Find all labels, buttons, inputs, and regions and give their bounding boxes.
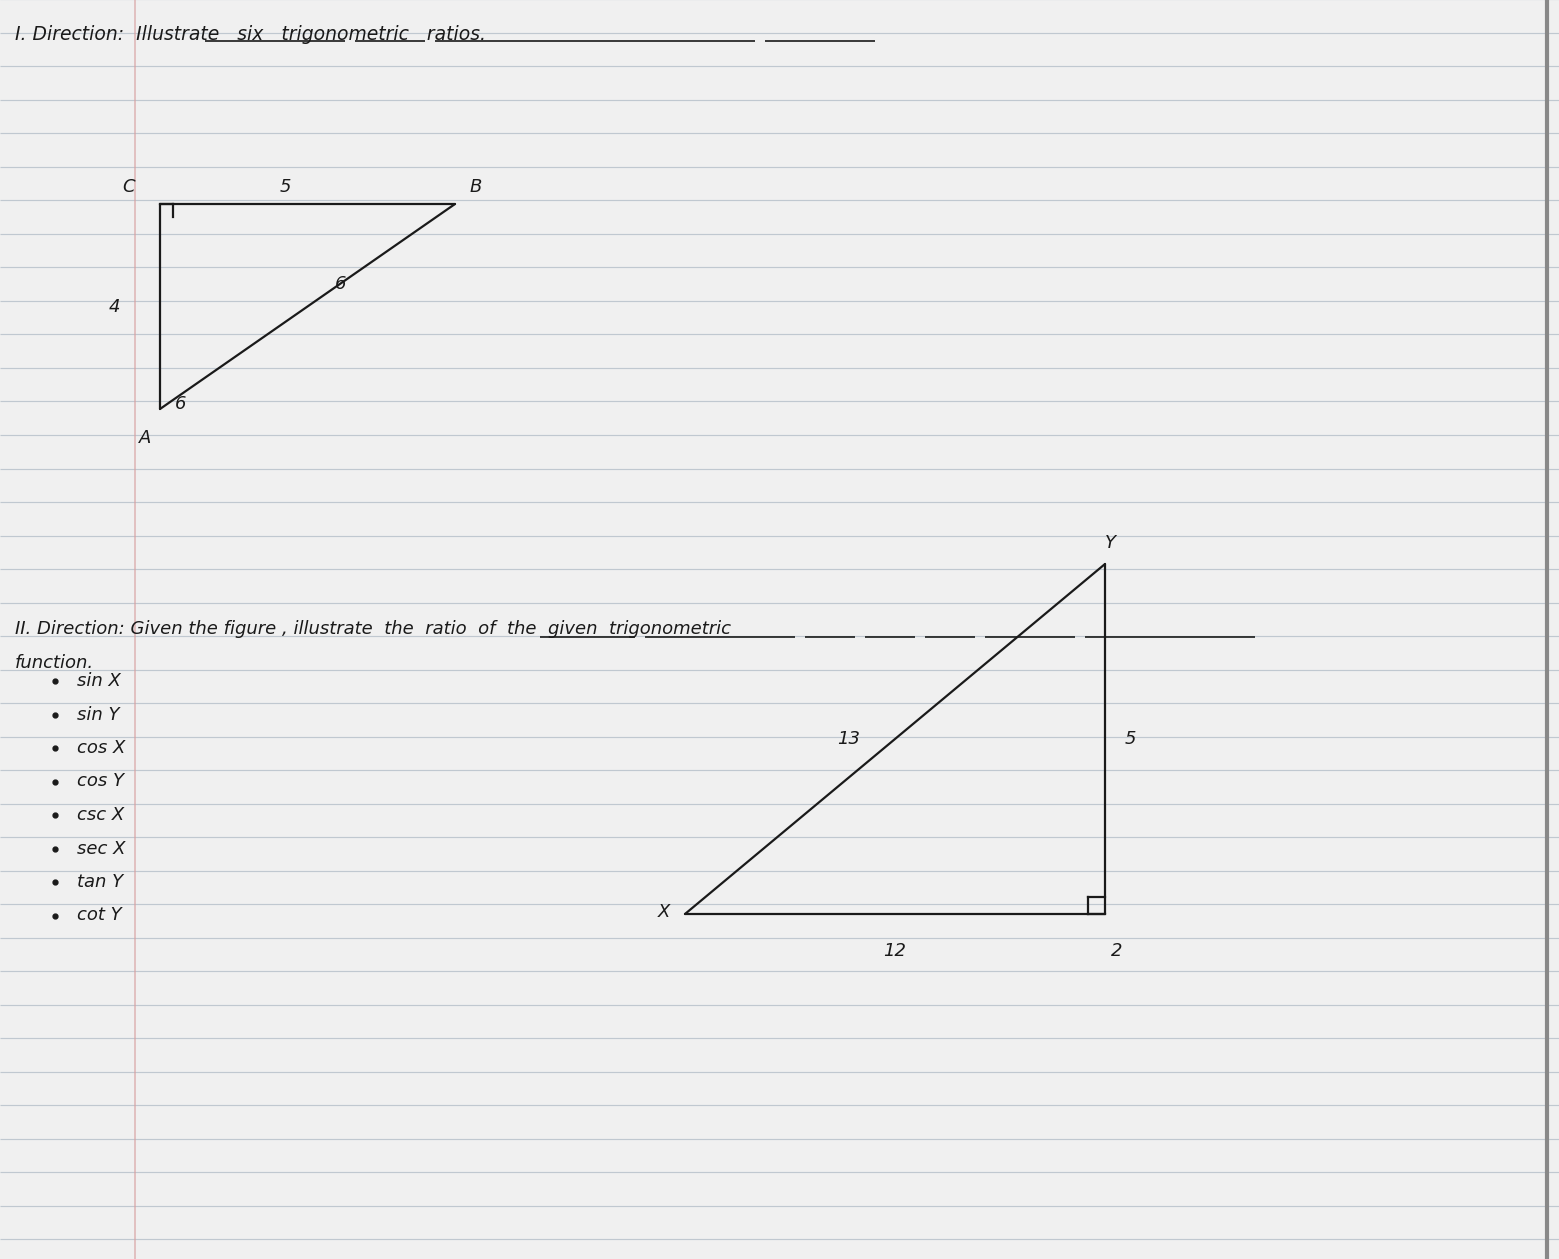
Text: 5: 5 (279, 178, 290, 196)
Text: 6: 6 (335, 274, 346, 293)
Text: sec X: sec X (76, 840, 126, 857)
Text: cos X: cos X (76, 739, 125, 757)
Text: B: B (469, 178, 482, 196)
Text: X: X (658, 903, 670, 922)
Text: tan Y: tan Y (76, 872, 123, 891)
Text: csc X: csc X (76, 806, 125, 823)
Text: II. Direction: Given the figure , illustrate  the  ratio  of  the  given  trigon: II. Direction: Given the figure , illust… (16, 619, 731, 638)
Text: C: C (122, 178, 136, 196)
Text: I. Direction:  Illustrate   six   trigonometric   ratios.: I. Direction: Illustrate six trigonometr… (16, 24, 486, 44)
Text: Y: Y (1104, 534, 1116, 551)
Text: 12: 12 (884, 942, 906, 961)
Text: function.: function. (16, 653, 94, 671)
Text: A: A (139, 429, 151, 447)
Text: 2: 2 (1112, 942, 1122, 961)
Text: 13: 13 (837, 730, 861, 748)
Text: sin Y: sin Y (76, 705, 120, 724)
Text: 5: 5 (1126, 730, 1137, 748)
Text: sin X: sin X (76, 672, 122, 690)
Text: cot Y: cot Y (76, 906, 122, 924)
Text: 4: 4 (109, 298, 120, 316)
Text: cos Y: cos Y (76, 773, 125, 791)
Text: 6: 6 (175, 395, 187, 413)
